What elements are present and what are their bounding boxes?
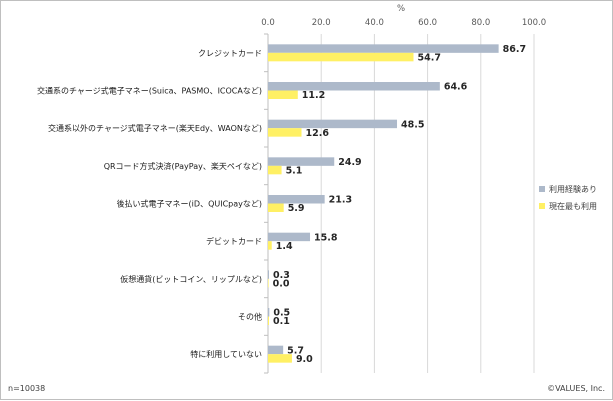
legend-swatch-series-2 bbox=[539, 203, 545, 209]
x-tick-labels: 0.0 20.0 40.0 60.0 80.0 100.0 bbox=[261, 18, 546, 28]
x-tick-label: 20.0 bbox=[312, 18, 331, 28]
x-tick-label: 100.0 bbox=[522, 18, 546, 28]
data-label-series-2: 1.4 bbox=[276, 241, 293, 252]
bar-series-1 bbox=[268, 195, 325, 204]
data-label-series-1: 5.7 bbox=[287, 345, 304, 356]
bar-series-2 bbox=[268, 278, 269, 288]
category-labels: クレジットカード交通系のチャージ式電子マネー(Suica、PASMO、ICOCA… bbox=[37, 49, 262, 359]
legend-label-series-1: 利用経験あり bbox=[549, 184, 597, 194]
bar-series-2 bbox=[268, 316, 269, 325]
data-label-series-2: 0.1 bbox=[273, 316, 290, 327]
bar-series-1 bbox=[268, 157, 335, 166]
x-tick-label: 80.0 bbox=[471, 18, 490, 28]
bar-series-1 bbox=[268, 119, 398, 129]
data-labels: 86.7 54.7 64.6 11.2 48.5 12.6 24.9 5.1 21.3 5.9 15… bbox=[273, 44, 526, 365]
bars bbox=[268, 44, 499, 363]
data-label-series-2: 5.1 bbox=[286, 166, 303, 177]
bar-series-2 bbox=[268, 128, 302, 137]
data-label-series-1: 15.8 bbox=[314, 232, 338, 243]
bar-series-2 bbox=[268, 354, 292, 363]
category-label: 交通系のチャージ式電子マネー(Suica、PASMO、ICOCAなど) bbox=[37, 86, 262, 96]
category-label: その他 bbox=[238, 312, 262, 322]
data-label-series-2: 54.7 bbox=[418, 53, 441, 64]
category-label: デビットカード bbox=[206, 236, 262, 246]
x-tick-label: 0.0 bbox=[261, 18, 275, 28]
bar-series-2 bbox=[268, 165, 282, 175]
data-label-series-2: 12.6 bbox=[306, 128, 330, 139]
category-label: 特に利用していない bbox=[190, 349, 262, 359]
bar-series-1 bbox=[268, 345, 284, 355]
copyright: ©VALUES, Inc. bbox=[547, 384, 605, 393]
data-label-series-2: 9.0 bbox=[296, 354, 313, 365]
bar-series-2 bbox=[268, 203, 284, 212]
data-label-series-1: 24.9 bbox=[338, 157, 361, 168]
category-label: 後払い式電子マネー(iD、QUICpayなど) bbox=[117, 199, 262, 209]
sample-size: n=10038 bbox=[8, 384, 45, 393]
bar-series-2 bbox=[268, 90, 298, 99]
legend: 利用経験あり 現在最も利用 bbox=[539, 184, 597, 211]
bar-series-1 bbox=[268, 270, 269, 279]
category-label: QRコード方式決済(PayPay、楽天ペイなど) bbox=[104, 161, 262, 171]
data-label-series-2: 11.2 bbox=[302, 90, 325, 101]
bar-series-1 bbox=[268, 232, 311, 242]
category-label: 交通系以外のチャージ式電子マネー(楽天Edy、WAONなど) bbox=[48, 123, 262, 133]
x-tick-label: 40.0 bbox=[365, 18, 384, 28]
x-tick-label: 60.0 bbox=[418, 18, 437, 28]
data-label-series-1: 64.6 bbox=[444, 82, 468, 93]
unit-label: % bbox=[397, 4, 405, 14]
legend-swatch-series-1 bbox=[539, 186, 545, 192]
data-label-series-1: 0.3 bbox=[273, 270, 290, 281]
bar-series-1 bbox=[268, 82, 440, 91]
bar-series-2 bbox=[268, 52, 414, 62]
bar-series-1 bbox=[268, 44, 499, 53]
data-label-series-1: 21.3 bbox=[329, 195, 352, 206]
data-label-series-1: 86.7 bbox=[503, 44, 526, 55]
category-label: クレジットカード bbox=[198, 49, 262, 58]
data-label-series-1: 0.5 bbox=[273, 308, 290, 319]
data-label-series-2: 0.0 bbox=[273, 279, 290, 290]
category-label: 仮想通貨(ビットコイン、リップルなど) bbox=[120, 274, 262, 284]
category-separators bbox=[264, 33, 269, 374]
data-label-series-1: 48.5 bbox=[401, 119, 424, 130]
data-label-series-2: 5.9 bbox=[288, 203, 305, 214]
bar-series-2 bbox=[268, 241, 272, 250]
bar-series-1 bbox=[268, 308, 270, 317]
legend-label-series-2: 現在最も利用 bbox=[549, 201, 597, 211]
